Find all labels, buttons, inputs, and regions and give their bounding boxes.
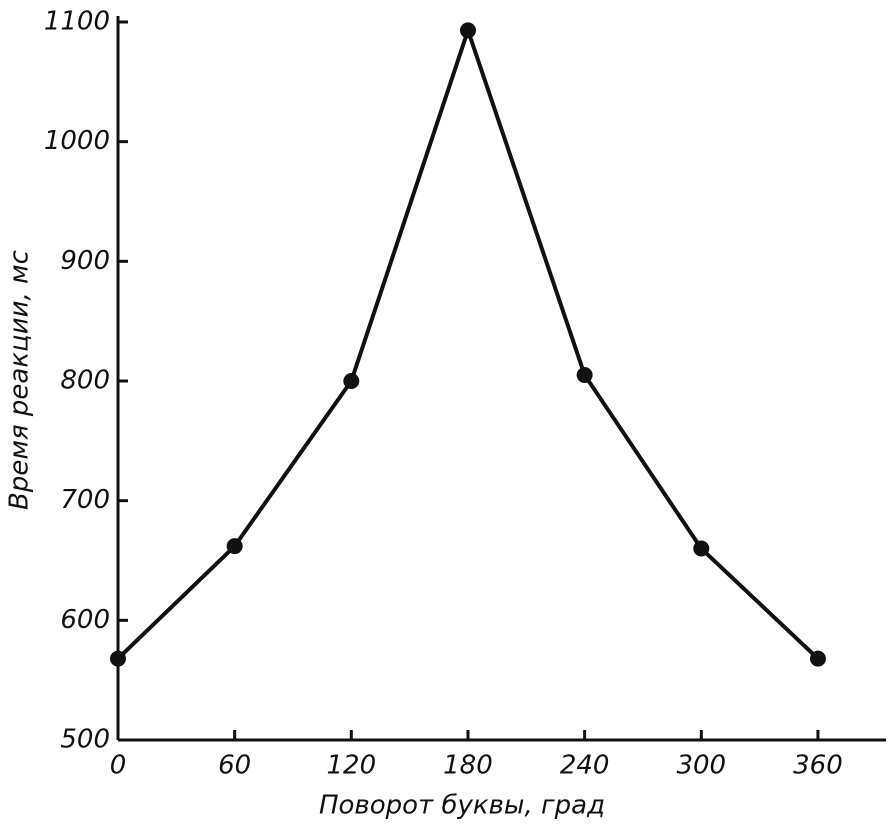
y-axis-label: Время реакции, мс bbox=[5, 250, 35, 510]
point bbox=[110, 650, 126, 667]
y-tick-label: 900 bbox=[60, 246, 110, 276]
point bbox=[226, 538, 243, 555]
point bbox=[809, 650, 826, 667]
y-tick-label: 700 bbox=[60, 485, 110, 515]
x-tick-label: 360 bbox=[793, 751, 843, 781]
y-tick-label: 600 bbox=[60, 605, 110, 635]
x-tick-label: 180 bbox=[443, 751, 493, 781]
line bbox=[116, 28, 820, 661]
x-tick-label: 300 bbox=[676, 751, 726, 781]
y-tick-label: 800 bbox=[60, 365, 110, 395]
y-tick-label: 1100 bbox=[44, 6, 110, 36]
y-tick-label: 1000 bbox=[44, 126, 110, 156]
point bbox=[576, 367, 593, 384]
x-tick-label: 240 bbox=[560, 751, 610, 781]
point bbox=[459, 22, 476, 39]
x-tick-label: 0 bbox=[110, 751, 127, 781]
x-tick-label: 120 bbox=[326, 751, 376, 781]
point bbox=[343, 372, 360, 389]
x-axis-label: Поворот буквы, град bbox=[319, 791, 605, 821]
y-tick-label: 500 bbox=[60, 725, 110, 755]
point bbox=[693, 540, 710, 557]
x-tick-label: 60 bbox=[218, 751, 251, 781]
